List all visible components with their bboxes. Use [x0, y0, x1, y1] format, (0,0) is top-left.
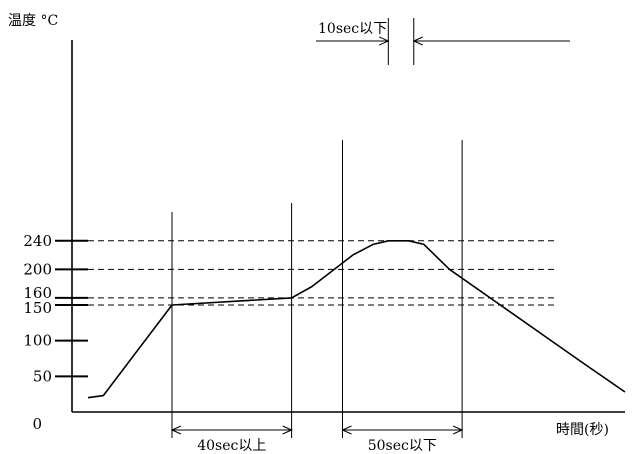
- y-tick-label-160: 160: [23, 284, 52, 302]
- annotation-arrowhead-right-0: [282, 425, 293, 435]
- annotation-arrowhead-right-1: [452, 425, 464, 435]
- vertical-markers: [171, 140, 463, 438]
- data-series: [87, 240, 626, 399]
- annotation-label-0: 40sec以上: [197, 438, 266, 454]
- axes: [71, 40, 625, 413]
- y-tick-label-50: 50: [33, 367, 52, 385]
- y-axis-title: 温度 °C: [8, 13, 58, 29]
- reference-lines: [88, 240, 557, 306]
- annotation-arrowhead-left-0: [170, 425, 182, 435]
- y-tick-label-240: 240: [23, 232, 52, 250]
- annotation-arrowhead-left-2: [379, 36, 390, 46]
- annotation-arrowhead-right-2: [412, 36, 423, 46]
- y-tick-label-150: 150: [23, 299, 52, 317]
- annotation-label-2: 10sec以下: [318, 21, 387, 37]
- annotations: 40sec以上 50sec以下 10sec以下: [170, 18, 570, 454]
- x-axis-title: 時間(秒): [556, 422, 609, 438]
- y-tick-label-0: 0: [32, 415, 42, 433]
- y-tick-label-100: 100: [23, 332, 52, 350]
- annotation-arrowhead-left-1: [341, 425, 352, 435]
- series-line-0: [87, 240, 626, 399]
- y-tick-label-200: 200: [23, 260, 52, 278]
- annotation-label-1: 50sec以下: [368, 438, 437, 454]
